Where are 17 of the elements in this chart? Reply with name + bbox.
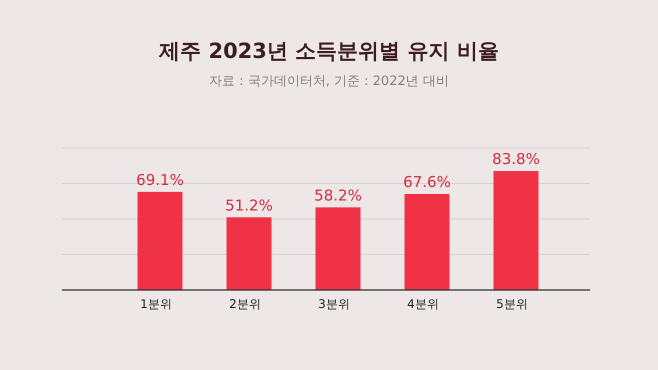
bar [404,194,450,290]
x-tick-label: 3분위 [318,297,350,311]
bar [494,171,538,290]
data-label: 69.1% [136,170,184,189]
x-tick-label: 2분위 [229,297,261,311]
x-tick-label: 1분위 [140,297,172,311]
data-label: 83.8% [492,150,540,168]
data-label: 67.6% [403,173,451,192]
data-label: 51.2% [225,196,273,214]
bar [138,192,182,290]
bar [316,207,360,290]
data-label: 58.2% [314,186,362,204]
x-tick-label: 5분위 [496,297,528,311]
chart-subtitle: 자료 : 국가데이터처, 기준 : 2022년 대비 [209,74,449,89]
x-tick-label: 4분위 [407,297,439,311]
chart-title: 제주 2023년 소득분위별 유지 비율 [158,39,499,63]
bar [226,217,272,290]
